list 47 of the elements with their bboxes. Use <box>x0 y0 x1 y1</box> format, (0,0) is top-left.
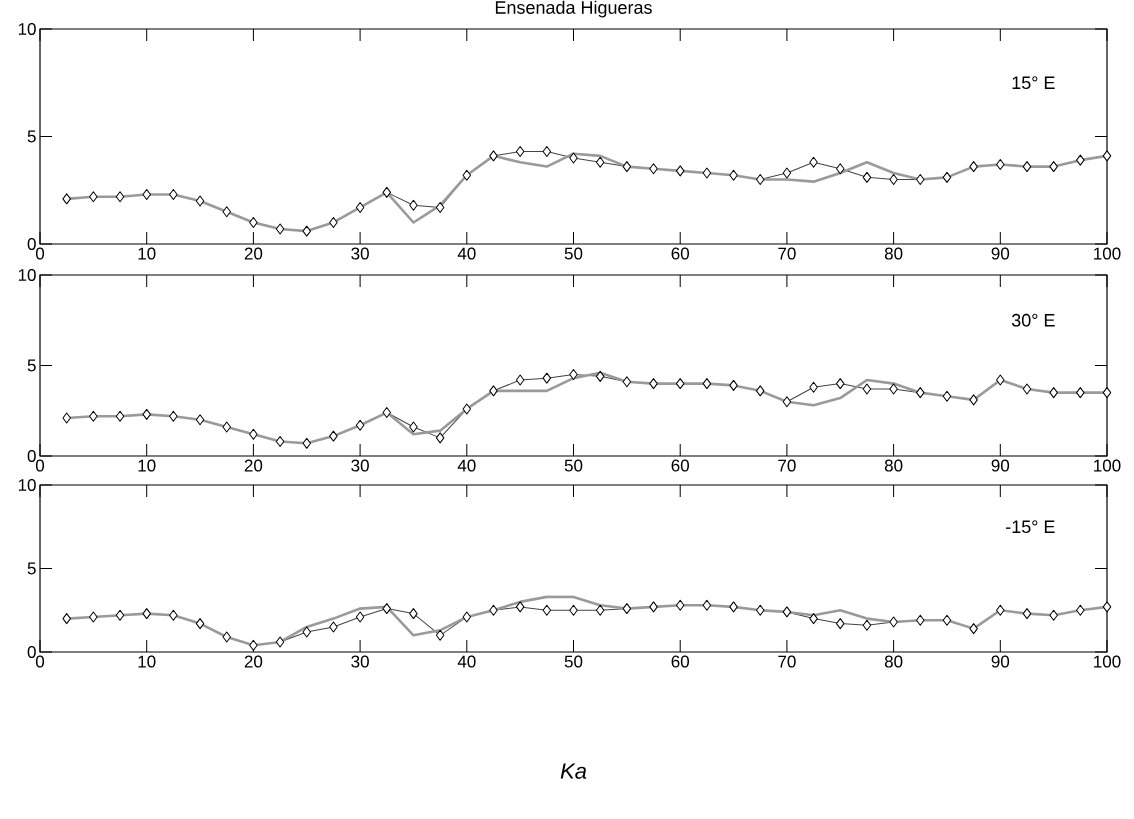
x-tick-label: 30 <box>351 247 369 260</box>
x-tick-label: 80 <box>884 247 903 260</box>
x-tick-label: 0 <box>35 247 45 260</box>
y-tick-label: 0 <box>27 237 36 251</box>
x-tick-label: 70 <box>778 655 796 668</box>
x-tick-label: 100 <box>1094 655 1121 668</box>
x-tick-label: 10 <box>138 459 156 472</box>
x-axis-title: Ka <box>560 763 587 779</box>
x-tick-label: 60 <box>671 655 689 668</box>
x-tick-label: 30 <box>351 655 369 668</box>
y-tick-label: 0 <box>27 449 36 463</box>
y-tick-label: 5 <box>27 130 36 143</box>
x-tick-label: 50 <box>564 247 583 260</box>
x-tick-label: 90 <box>991 655 1010 668</box>
annotation: 30° E <box>1011 313 1055 327</box>
annotation: 15° E <box>1012 76 1055 90</box>
x-tick-label: 80 <box>884 459 903 472</box>
x-tick-label: 0 <box>35 655 45 668</box>
x-tick-label: 100 <box>1094 459 1121 472</box>
x-tick-label: 50 <box>564 655 583 668</box>
x-tick-label: 90 <box>991 459 1010 472</box>
x-tick-label: 50 <box>564 459 583 472</box>
x-tick-label: 10 <box>138 655 156 668</box>
x-tick-label: 60 <box>671 459 689 472</box>
x-tick-label: 70 <box>778 247 796 260</box>
x-tick-label: 40 <box>457 655 476 668</box>
x-tick-label: 30 <box>351 459 369 472</box>
x-tick-label: 60 <box>671 247 689 260</box>
annotation: -15° E <box>1006 520 1055 534</box>
y-tick-label: 10 <box>18 478 36 492</box>
y-tick-label: 5 <box>27 562 36 575</box>
y-tick-label: 10 <box>18 268 36 282</box>
x-tick-label: 40 <box>457 247 476 260</box>
x-tick-label: 20 <box>244 655 263 668</box>
x-tick-label: 80 <box>884 655 903 668</box>
x-tick-label: 10 <box>138 247 156 260</box>
x-tick-label: 100 <box>1094 247 1121 260</box>
y-tick-label: 0 <box>27 645 36 659</box>
x-tick-label: 20 <box>244 459 263 472</box>
y-tick-label: 5 <box>27 359 36 372</box>
x-tick-label: 0 <box>35 459 45 472</box>
x-tick-label: 70 <box>778 459 796 472</box>
x-tick-label: 20 <box>244 247 263 260</box>
y-tick-label: 10 <box>18 22 36 36</box>
x-tick-label: 90 <box>991 247 1010 260</box>
x-tick-label: 40 <box>457 459 476 472</box>
chart-title: Ensenada Higueras <box>495 0 652 18</box>
